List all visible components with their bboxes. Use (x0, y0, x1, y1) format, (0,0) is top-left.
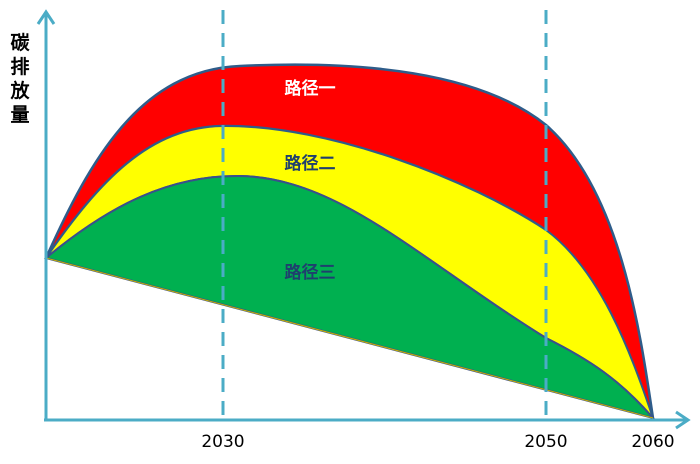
y-axis-label: 碳排放量 (10, 32, 30, 126)
x-axis-arrow-icon (675, 410, 691, 430)
path-2-label: 路径二 (285, 153, 336, 174)
baseline-line (45, 257, 654, 419)
x-tick-2060: 2060 (631, 432, 674, 452)
y-axis-arrow-icon (36, 9, 56, 25)
path-3-area (43, 174, 656, 420)
path-3-label: 路径三 (285, 262, 336, 283)
x-tick-2050: 2050 (524, 432, 567, 452)
path-1-label: 路径一 (285, 78, 336, 99)
x-tick-2030: 2030 (201, 432, 244, 452)
